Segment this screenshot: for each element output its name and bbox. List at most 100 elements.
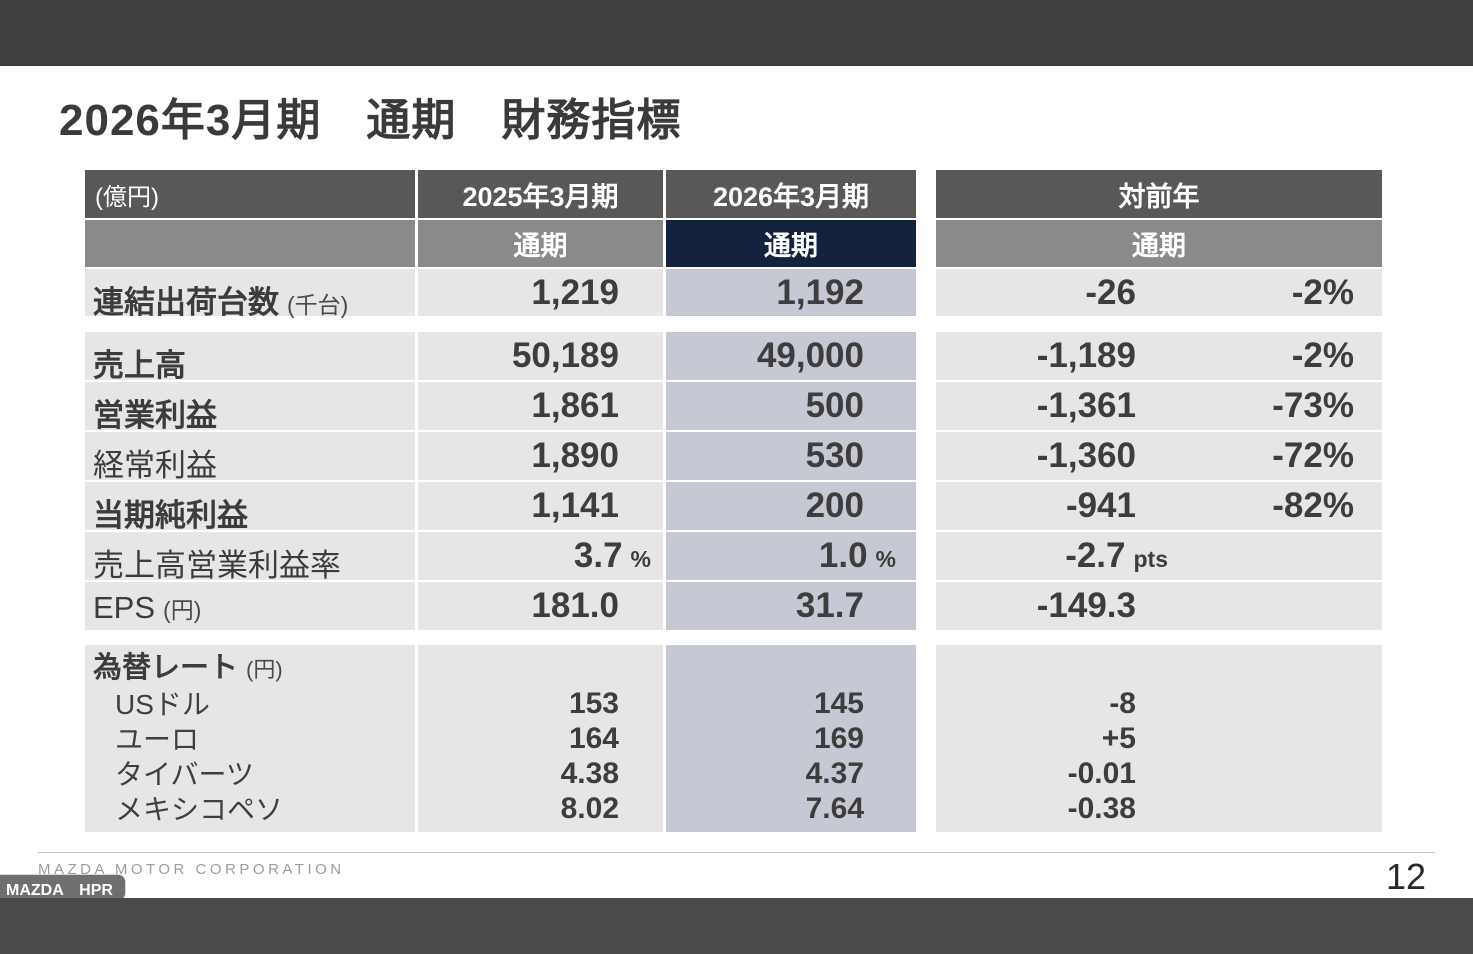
page-number: 12 <box>1385 856 1426 897</box>
value-2026: 500 <box>805 386 864 425</box>
row-units-fy2026: 1,192 <box>666 269 916 316</box>
row-operating-margin-fy2025: 3.7 % <box>418 532 663 580</box>
column-spacer <box>919 220 933 267</box>
yoy-change-value: -149.3 <box>1036 586 1136 625</box>
header-col-fy2025: 2025年3月期 <box>418 170 663 218</box>
value-2025: 1,890 <box>531 436 619 475</box>
value-2025: 1,219 <box>531 272 619 312</box>
forex-value-2026: 7.64 <box>805 792 864 825</box>
subheader-yoy-period: 通期 <box>936 220 1382 267</box>
row-label: 当期純利益 <box>93 498 248 533</box>
row-revenue-yoy: -1,189 -2% <box>936 332 1382 380</box>
forex-yoy-change: -0.38 <box>1067 792 1136 825</box>
row-operating-margin-label: 売上高営業利益率 <box>85 532 415 583</box>
forex-value-2026: 145 <box>813 687 864 720</box>
row-label: 連結出荷台数 <box>93 285 279 320</box>
column-spacer <box>919 645 933 832</box>
subheader-fy2025-period: 通期 <box>418 220 663 267</box>
row-operating-profit-label: 営業利益 <box>85 382 415 433</box>
value-2026: 31.7 <box>795 586 864 625</box>
forex-value-2026: 4.37 <box>805 757 864 790</box>
forex-currency-usd: USドル <box>115 689 210 720</box>
yoy-change: -2.7 pts <box>936 536 1168 576</box>
row-eps-label: EPS (円) <box>85 582 415 630</box>
yoy-change-value: -2.7 <box>1065 536 1126 575</box>
yoy-change-unit: pts <box>1133 545 1169 572</box>
financial-indicators-table: (億円) 2025年3月期 2026年3月期 対前年 通期 通期 通期 連結出荷… <box>85 170 1382 832</box>
row-ordinary-profit-label: 経常利益 <box>85 432 415 483</box>
row-label-suffix: (円) <box>163 597 202 623</box>
row-operating-profit-fy2026: 500 <box>666 382 916 430</box>
yoy-change-value: -1,189 <box>1036 336 1136 375</box>
column-spacer <box>919 332 933 380</box>
row-ordinary-profit-yoy: -1,360 -72% <box>936 432 1382 480</box>
yoy-change: -1,361 <box>936 386 1136 426</box>
column-spacer <box>919 382 933 430</box>
yoy-change: -941 <box>936 486 1136 526</box>
row-operating-margin-fy2026: 1.0 % <box>666 532 916 580</box>
yoy-change: -149.3 <box>936 586 1136 626</box>
forex-yoy-change: -8 <box>1109 687 1136 720</box>
column-spacer <box>919 482 933 530</box>
row-label: EPS <box>93 590 156 625</box>
yoy-change: -1,360 <box>936 436 1136 476</box>
value-2026: 49,000 <box>756 336 864 375</box>
row-units-fy2025: 1,219 <box>418 269 663 316</box>
value-2025: 1,141 <box>531 486 619 525</box>
row-label: 営業利益 <box>93 398 217 433</box>
forex-value-2025: 8.02 <box>560 792 619 825</box>
yoy-percent: -72% <box>1272 436 1354 475</box>
header-col-yoy: 対前年 <box>936 170 1382 218</box>
yoy-change-value: -26 <box>1085 272 1136 312</box>
forex-header: 為替レート (円) <box>93 651 415 687</box>
subheader-fy2026-period: 通期 <box>666 220 916 267</box>
row-label: 売上高 <box>93 348 186 383</box>
row-ordinary-profit-fy2025: 1,890 <box>418 432 663 480</box>
row-revenue-label: 売上高 <box>85 332 415 383</box>
yoy-percent: -2% <box>1291 336 1354 375</box>
forex-value-2025: 164 <box>568 722 619 755</box>
header-col-fy2026: 2026年3月期 <box>666 170 916 218</box>
forex-currency-mxn: メキシコペソ <box>115 794 284 825</box>
yoy-percent: -2% <box>1291 272 1354 312</box>
video-letterbox-bottom <box>0 898 1473 954</box>
yoy-percent: -73% <box>1272 386 1354 425</box>
yoy-change-value: -1,360 <box>1036 436 1136 475</box>
video-letterbox-top <box>0 0 1473 66</box>
forex-yoy-values: -8 +5 -0.01 -0.38 <box>936 645 1382 832</box>
row-net-income-fy2026: 200 <box>666 482 916 530</box>
column-spacer <box>919 170 933 218</box>
row-units-yoy: -26 -2% <box>936 269 1382 316</box>
section-gap <box>85 318 1382 330</box>
forex-fy2025-values: 153 164 4.38 8.02 <box>418 645 663 832</box>
row-label-suffix: (千台) <box>287 292 349 318</box>
yoy-change-value: -941 <box>1065 486 1136 525</box>
forex-labels: 為替レート (円) USドル ユーロ タイバーツ メキシコペソ <box>85 645 415 832</box>
row-net-income-label: 当期純利益 <box>85 482 415 533</box>
value-2025: 50,189 <box>511 336 619 375</box>
forex-currency-thb: タイバーツ <box>115 759 254 790</box>
value-2026: 530 <box>805 436 864 475</box>
value-2026: 1.0 <box>818 536 868 575</box>
row-net-income-yoy: -941 -82% <box>936 482 1382 530</box>
forex-title-suffix: (円) <box>246 657 283 682</box>
row-operating-profit-yoy: -1,361 -73% <box>936 382 1382 430</box>
column-spacer <box>919 269 933 316</box>
forex-fy2026-values: 145 169 4.37 7.64 <box>666 645 916 832</box>
column-spacer <box>919 432 933 480</box>
row-revenue-fy2025: 50,189 <box>418 332 663 380</box>
value-unit: % <box>875 545 896 572</box>
row-eps-fy2025: 181.0 <box>418 582 663 630</box>
forex-title: 為替レート <box>93 652 239 684</box>
value-2025: 181.0 <box>531 586 619 625</box>
row-eps-yoy: -149.3 <box>936 582 1382 630</box>
yoy-percent: -82% <box>1272 486 1354 525</box>
value-2025: 1,861 <box>531 386 619 425</box>
row-units-label: 連結出荷台数 (千台) <box>85 269 415 320</box>
value-2026: 200 <box>805 486 864 525</box>
forex-value-2026: 169 <box>813 722 864 755</box>
row-label: 売上高営業利益率 <box>93 548 341 583</box>
subheader-empty <box>85 220 415 267</box>
row-ordinary-profit-fy2026: 530 <box>666 432 916 480</box>
section-gap <box>85 632 1382 643</box>
